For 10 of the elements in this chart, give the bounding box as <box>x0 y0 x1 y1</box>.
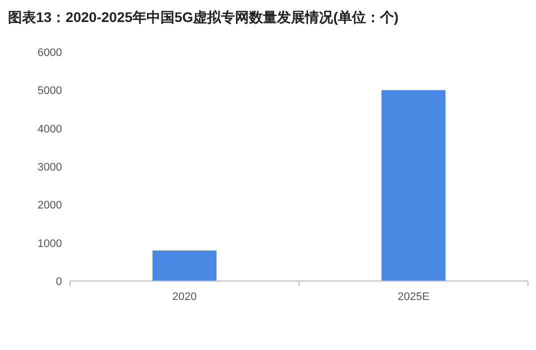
y-tick-label: 5000 <box>38 85 62 98</box>
title: 图表13：2020-2025年中国5G虚拟专网数量发展情况(单位：个) <box>8 9 399 25</box>
x-tick-label: 2020 <box>172 291 197 303</box>
y-tick-label: 4000 <box>38 123 62 136</box>
x-tick-label: 2025E <box>398 291 430 303</box>
y-tick-label: 0 <box>56 276 62 288</box>
y-tick-label: 3000 <box>38 162 62 174</box>
y-tick-label: 1000 <box>38 238 62 250</box>
y-tick-label: 2000 <box>38 200 62 212</box>
y-tick-label: 6000 <box>38 47 62 59</box>
